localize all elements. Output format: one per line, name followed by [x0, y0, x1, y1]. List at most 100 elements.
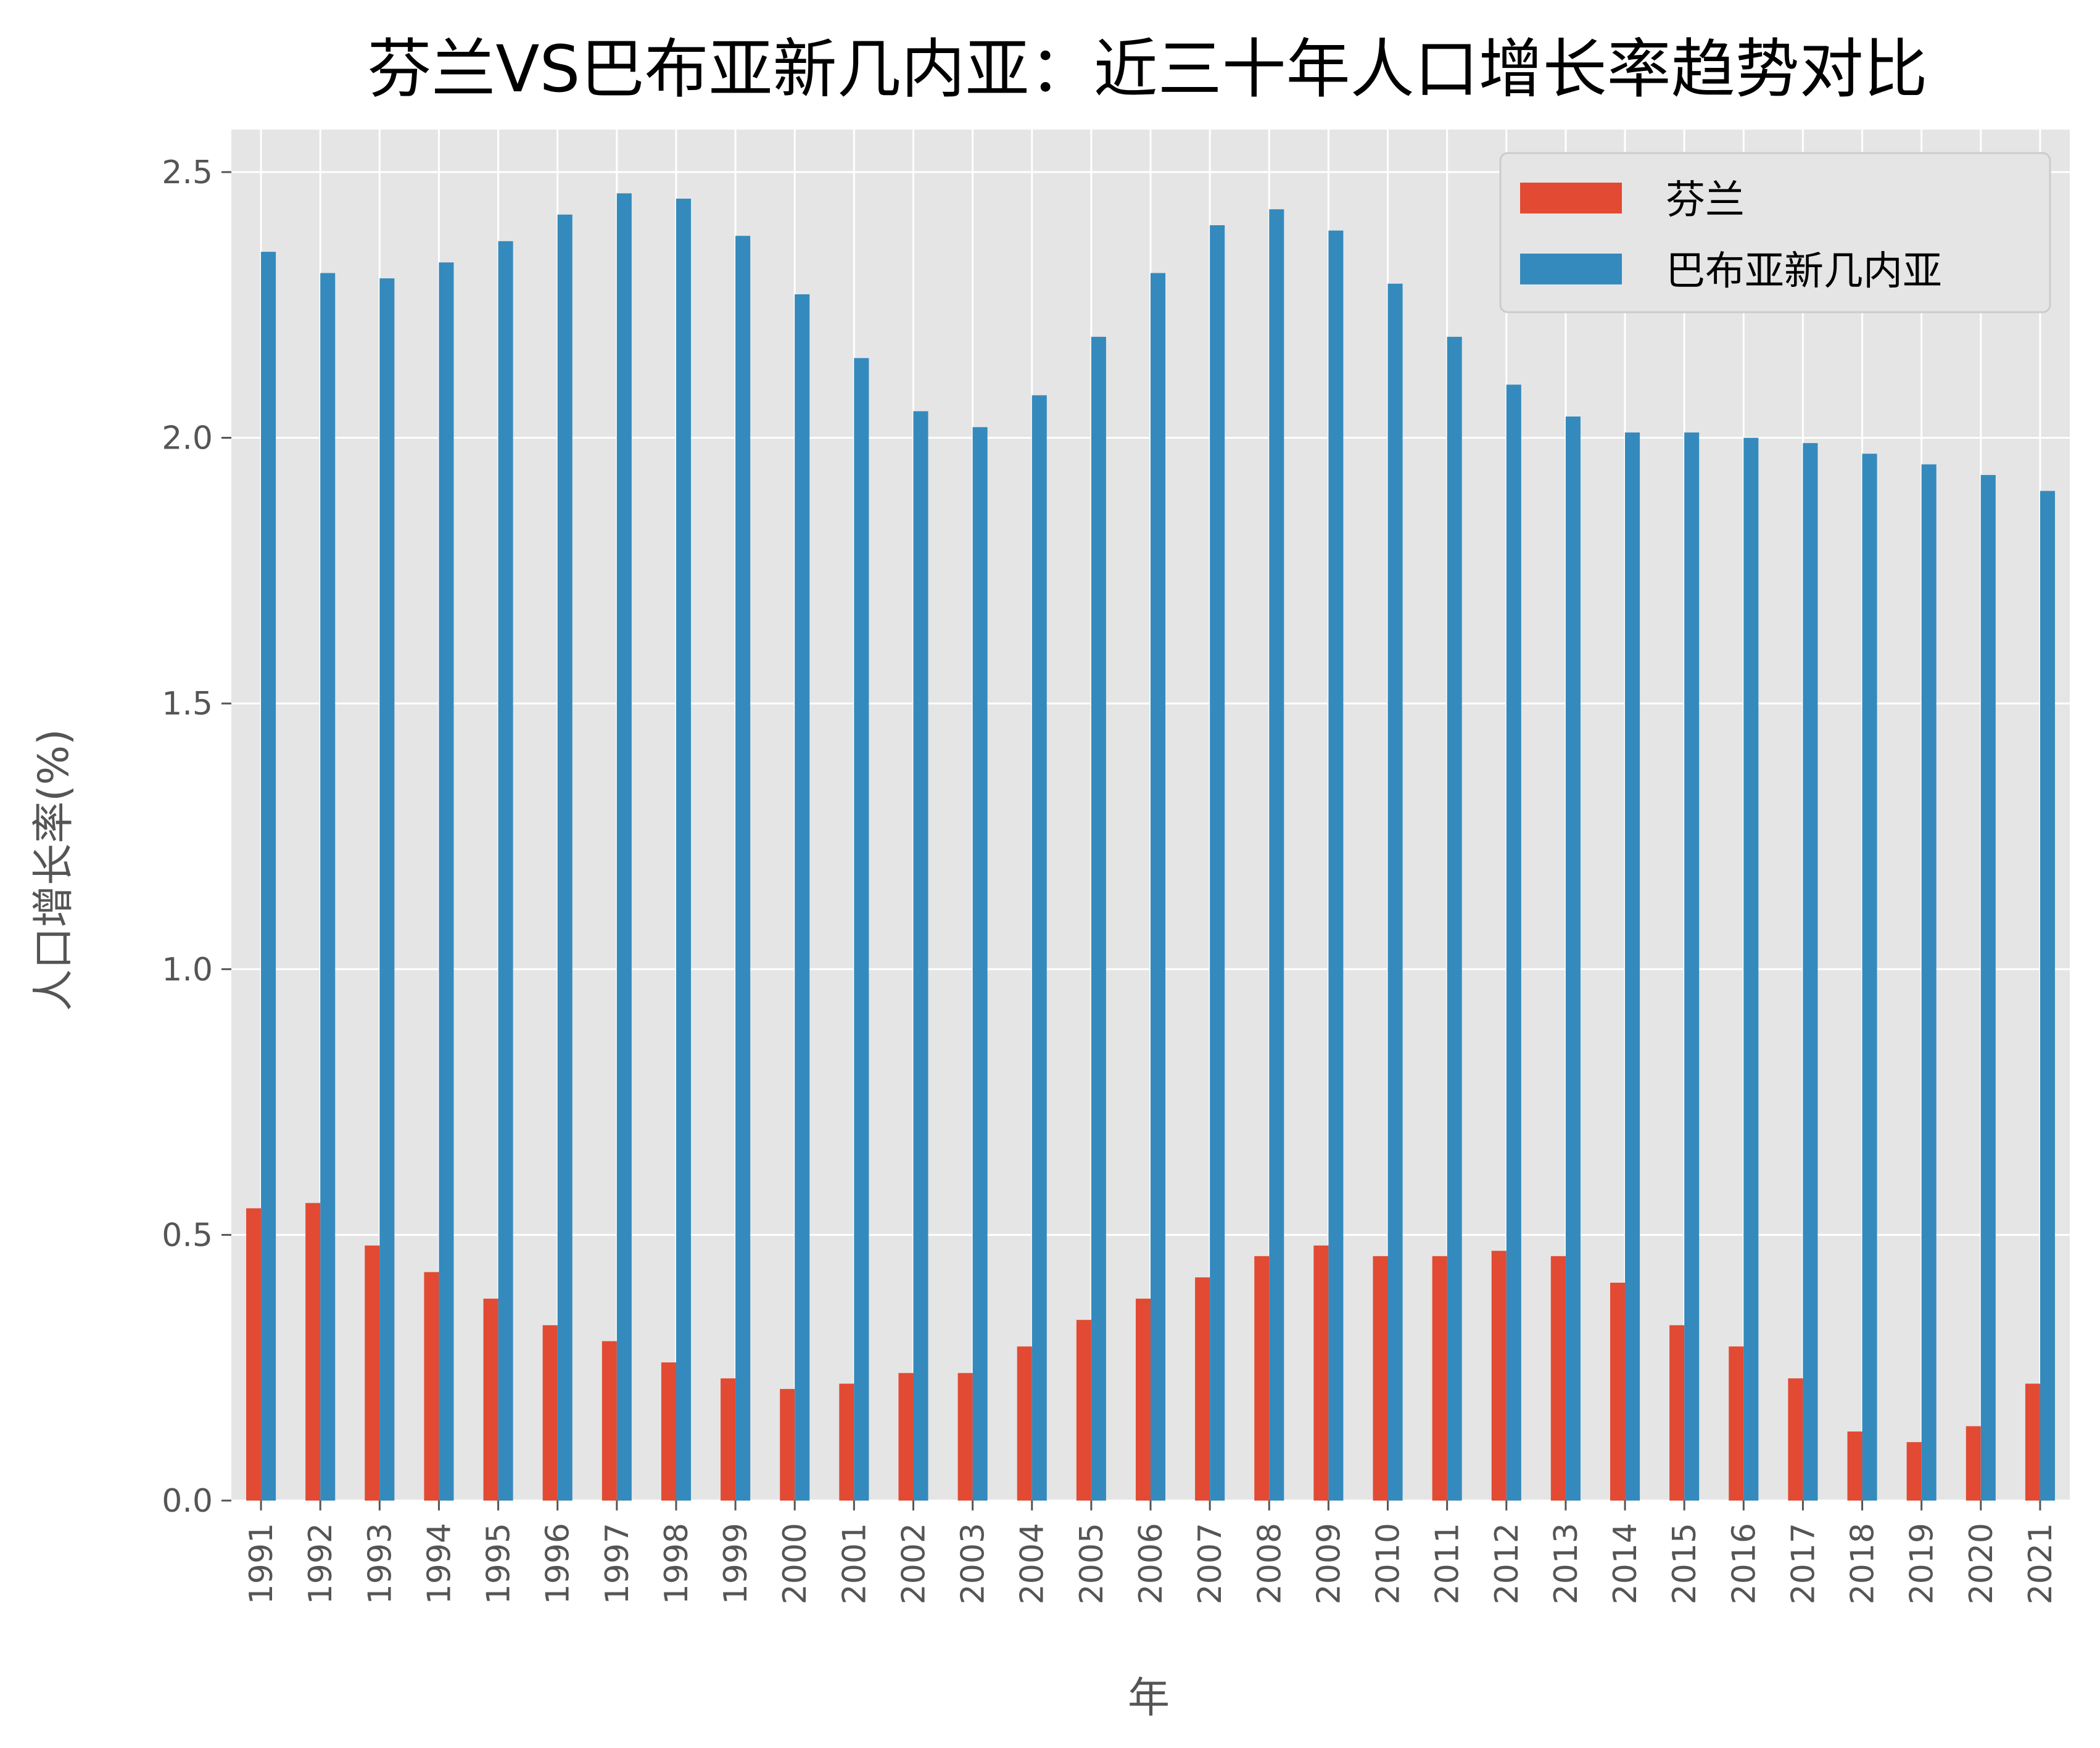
x-tick-label: 2021	[2022, 1523, 2059, 1604]
y-axis: 0.0 0.5 1.0 1.5 2.0 2.5	[162, 154, 231, 1520]
bar	[1803, 443, 1818, 1501]
x-tick-label: 2016	[1726, 1523, 1763, 1604]
bar	[1862, 454, 1877, 1501]
bar	[1729, 1346, 1744, 1501]
y-tick-label: 0.0	[162, 1483, 213, 1520]
bar	[1387, 283, 1403, 1501]
bar	[1966, 1426, 1981, 1501]
bar	[246, 1208, 262, 1501]
x-tick-label: 2007	[1192, 1523, 1229, 1604]
x-axis-label: 年	[1128, 1674, 1170, 1723]
x-tick-label: 2018	[1845, 1523, 1882, 1604]
bar	[1669, 1325, 1685, 1501]
bar	[261, 252, 276, 1501]
bar	[379, 278, 395, 1501]
y-tick-label: 2.5	[162, 154, 213, 191]
x-tick-label: 2009	[1310, 1523, 1347, 1604]
bar	[1625, 432, 1640, 1501]
bar	[498, 241, 513, 1501]
bar	[721, 1378, 736, 1501]
bar	[1610, 1282, 1626, 1501]
bar	[957, 1373, 973, 1501]
bar	[1506, 384, 1521, 1501]
y-tick-label: 1.5	[162, 686, 213, 723]
bar	[305, 1203, 321, 1501]
x-tick-label: 1992	[302, 1523, 339, 1604]
bar	[1151, 273, 1166, 1501]
bar	[616, 193, 632, 1501]
x-tick-label: 2006	[1133, 1523, 1170, 1604]
x-tick-label: 2015	[1666, 1523, 1703, 1604]
bar-series-group	[246, 193, 2055, 1501]
bar	[1743, 437, 1759, 1501]
legend-swatch	[1520, 254, 1622, 284]
bar	[1491, 1251, 1507, 1501]
x-tick-label: 2000	[777, 1523, 814, 1604]
chart-title: 芬兰VS巴布亚新几内亚：近三十年人口增长率趋势对比	[367, 31, 1927, 107]
x-tick-label: 2014	[1607, 1523, 1644, 1604]
x-tick-label: 2019	[1904, 1523, 1941, 1604]
bar	[1076, 1320, 1091, 1501]
bar	[1921, 464, 1937, 1501]
x-tick-label: 1999	[717, 1523, 754, 1604]
bar	[780, 1389, 795, 1501]
x-tick-label: 2005	[1073, 1523, 1110, 1604]
bar	[661, 1362, 676, 1501]
x-tick-label: 1997	[599, 1523, 636, 1604]
bar	[601, 1341, 617, 1501]
bar	[1031, 395, 1047, 1501]
bar	[483, 1298, 498, 1501]
bar	[913, 411, 928, 1501]
y-tick-label: 2.0	[162, 420, 213, 457]
bar-series-png	[261, 193, 2055, 1501]
bar	[1313, 1245, 1329, 1501]
bar	[854, 358, 869, 1501]
bar	[2040, 491, 2055, 1501]
bar	[676, 198, 691, 1501]
x-tick-label: 2017	[1785, 1523, 1822, 1604]
legend-box	[1499, 152, 2051, 313]
x-tick-label: 2004	[1014, 1523, 1051, 1604]
bar	[1906, 1442, 1922, 1501]
x-tick-label: 2008	[1251, 1523, 1288, 1604]
x-tick-label: 2020	[1963, 1523, 2000, 1604]
x-tick-label: 1994	[421, 1523, 458, 1604]
x-tick-label: 2011	[1429, 1523, 1466, 1604]
x-tick-label: 2002	[895, 1523, 932, 1604]
bar	[1210, 225, 1225, 1501]
bar	[1135, 1298, 1151, 1501]
bar	[1788, 1378, 1803, 1501]
bar	[2025, 1383, 2040, 1501]
x-axis: 1991 1992 1993 1994 1995 1996 1997 1998 1999 2000…	[243, 1501, 2059, 1604]
bar	[1254, 1256, 1270, 1501]
bar	[320, 273, 336, 1501]
bar	[972, 427, 988, 1501]
x-tick-label: 2001	[836, 1523, 873, 1604]
bar	[795, 294, 810, 1501]
x-tick-label: 1993	[362, 1523, 399, 1604]
bar	[1195, 1277, 1210, 1501]
bar-series-finland	[246, 1203, 2040, 1501]
y-tick-label: 1.0	[162, 951, 213, 988]
y-axis-label: 人口增长率(%)	[30, 729, 78, 1011]
legend-label: 芬兰	[1666, 178, 1745, 223]
bar	[1847, 1431, 1862, 1501]
bar	[898, 1373, 914, 1501]
bar	[1980, 474, 1996, 1501]
bar	[1550, 1256, 1566, 1501]
x-tick-label: 2003	[955, 1523, 992, 1604]
bar	[424, 1272, 439, 1501]
bar	[1017, 1346, 1032, 1501]
y-tick-label: 0.5	[162, 1217, 213, 1254]
x-tick-label: 1996	[540, 1523, 577, 1604]
bar	[1565, 416, 1581, 1501]
bar	[1269, 209, 1284, 1501]
x-tick-label: 2012	[1489, 1523, 1526, 1604]
bar	[1373, 1256, 1388, 1501]
bar	[542, 1325, 558, 1501]
bar	[1447, 336, 1462, 1501]
bar	[1328, 230, 1344, 1501]
